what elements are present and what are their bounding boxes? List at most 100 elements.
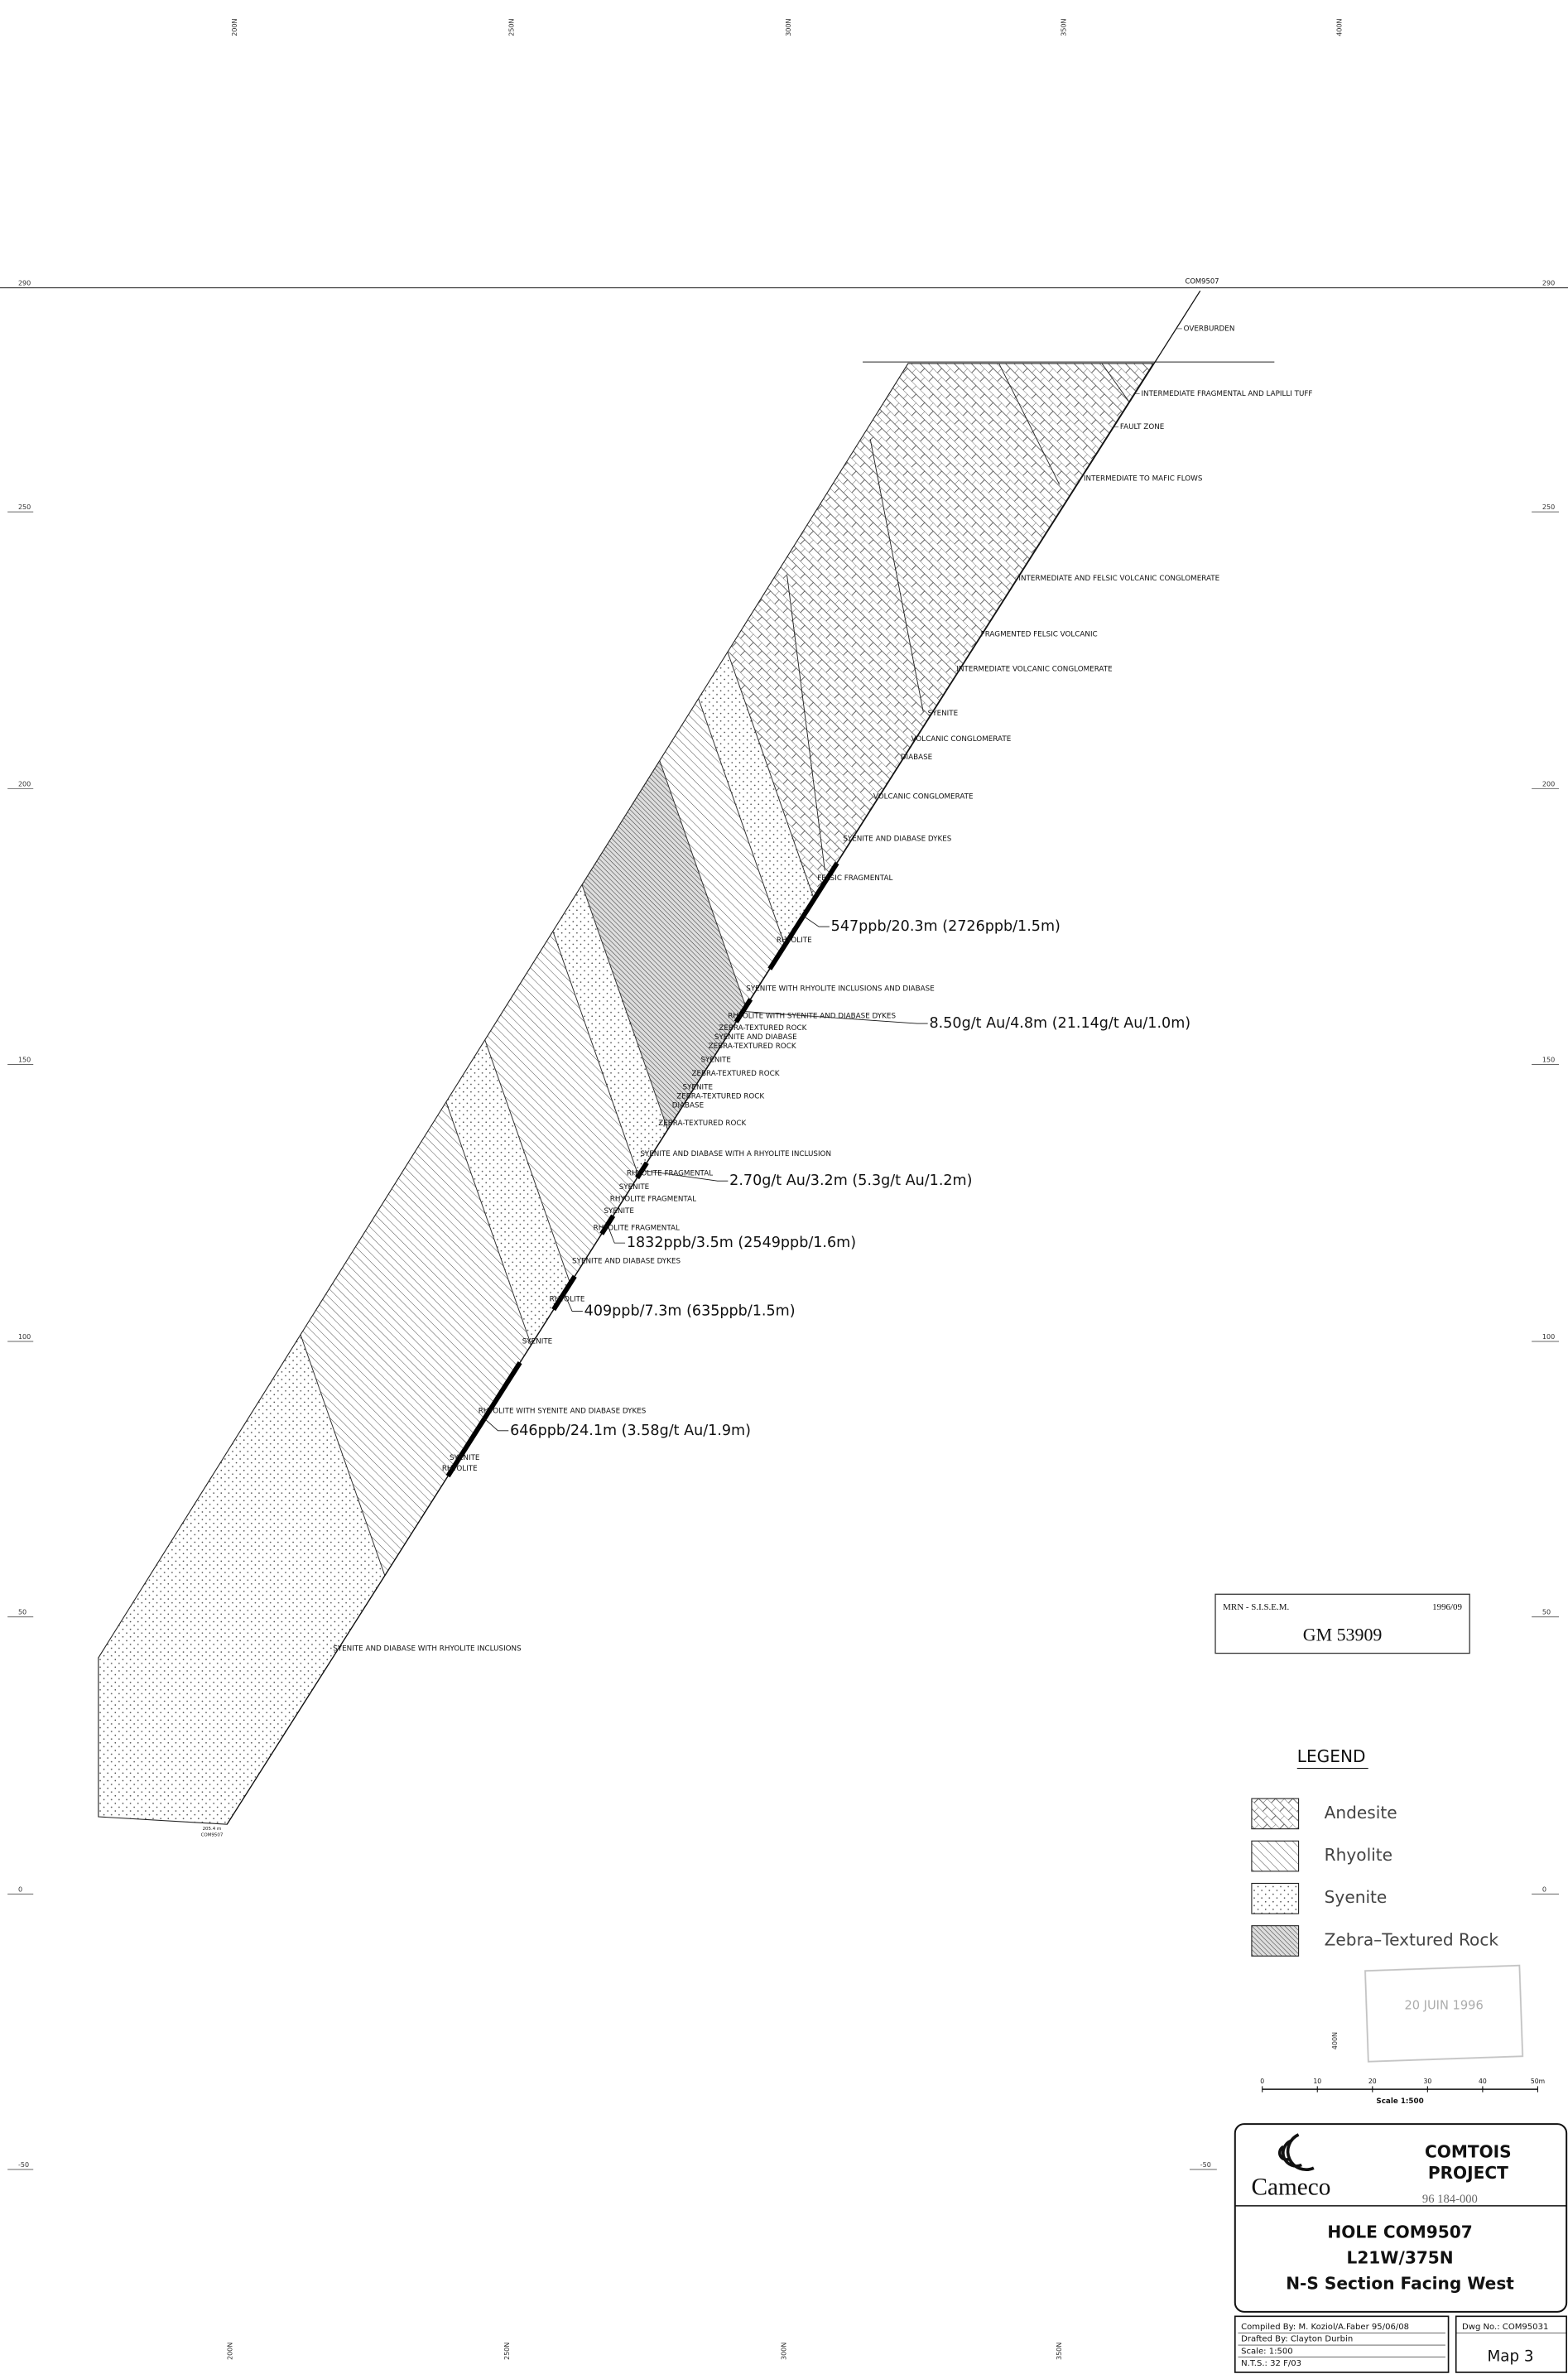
- elevation-label: 100: [18, 1333, 31, 1341]
- scale-tick-label: 40: [1479, 2078, 1487, 2085]
- labels: COM9507 OVERBURDEN INTERMEDIATE FRAGMENTAL…: [7, 18, 1560, 2360]
- received-box: [1364, 1964, 1524, 2063]
- received-date: 20 JUIN 1996: [1404, 1999, 1483, 2013]
- elevation-label: 200: [18, 781, 31, 788]
- northing-label: 250N: [503, 2343, 511, 2360]
- scale-tick-label: 20: [1368, 2078, 1377, 2085]
- lithology-label: ZEBRA-TEXTURED ROCK: [658, 1120, 746, 1128]
- legend-item: Andesite: [1325, 1803, 1397, 1823]
- map-number: Map 3: [1488, 2348, 1534, 2366]
- lithology-label: FAULT ZONE: [1120, 423, 1164, 431]
- title-block: Cameco COMTOIS PROJECT 96 184-000 HOLE C…: [1234, 2123, 1568, 2373]
- lithology-label: ZEBRA-TEXTURED ROCK: [719, 1024, 806, 1033]
- elevation-label: -50: [18, 2161, 29, 2169]
- end-of-hole: COM9507: [201, 1832, 224, 1837]
- drill-hole: [226, 290, 1201, 1825]
- legend-item: Zebra–Textured Rock: [1325, 1929, 1499, 1949]
- northing-label: 300N: [785, 18, 792, 36]
- northing-label: 250N: [507, 18, 515, 36]
- northing-label: 400N: [1335, 18, 1343, 36]
- scale-tick-label: 0: [1260, 2078, 1264, 2085]
- lithology-label: RHYOLITE WITH SYENITE AND DIABASE DYKES: [479, 1408, 647, 1416]
- elevation-label: 290: [18, 280, 31, 287]
- drafted-by: Drafted By: Clayton Durbin: [1241, 2335, 1353, 2344]
- leader: [642, 1169, 729, 1182]
- northing-label: 200N: [226, 2343, 233, 2360]
- lithology-label: SYENITE: [522, 1337, 553, 1346]
- leader: [564, 1293, 583, 1312]
- stamp-date: 1996/09: [1432, 1602, 1462, 1612]
- line-title: L21W/375N: [1347, 2247, 1454, 2267]
- lithology-label: ZEBRA-TEXTURED ROCK: [676, 1092, 764, 1100]
- scale-label: Scale 1:500: [1376, 2097, 1423, 2106]
- assay-interval: [635, 1161, 649, 1180]
- elevation-label: 50: [18, 1609, 26, 1616]
- legend-swatch: [1251, 1840, 1300, 1872]
- stamp-number: GM 53909: [1303, 1625, 1383, 1645]
- assay-label: 1832ppb/3.5m (2549ppb/1.6m): [627, 1235, 856, 1251]
- lithology-label: SYENITE: [928, 710, 959, 718]
- lithology-label: OVERBURDEN: [1184, 325, 1235, 333]
- received-stamp: 20 JUIN 1996: [1364, 1964, 1524, 2063]
- elevation-label: 250: [18, 503, 31, 511]
- lithology-label: INTERMEDIATE FRAGMENTAL AND LAPILLI TUFF: [1141, 390, 1312, 398]
- scale-tick-label: 50m: [1531, 2078, 1545, 2085]
- elevation-label: 100: [1542, 1333, 1555, 1341]
- lithology-label: SYENITE AND DIABASE DYKES: [572, 1258, 681, 1266]
- northing-label: 300N: [780, 2343, 787, 2360]
- end-of-hole: 205.4 m: [203, 1827, 222, 1832]
- assay-interval: [733, 998, 753, 1023]
- lithology-label: FELSIC FRAGMENTAL: [817, 874, 892, 883]
- lithology-label: RHYOLITE FRAGMENTAL: [627, 1170, 713, 1178]
- scale-note: Scale: 1:500: [1241, 2347, 1293, 2356]
- lithology-label: SYENITE: [450, 1454, 480, 1462]
- lithology-label: SYENITE AND DIABASE: [714, 1033, 797, 1042]
- nts: N.T.S.: 32 F/03: [1241, 2359, 1301, 2368]
- lithology-label: VOLCANIC CONGLOMERATE: [873, 792, 974, 801]
- elevation-label: 0: [1542, 1885, 1546, 1893]
- file-number: 96 184-000: [1422, 2193, 1478, 2206]
- lithology-label: DIABASE: [901, 754, 932, 762]
- legend-swatch: [1251, 1882, 1300, 1914]
- contact-line: [786, 575, 825, 871]
- scale-tick-label: 10: [1313, 2078, 1321, 2085]
- section-outline: [98, 363, 1155, 1825]
- scale-bar: Scale 1:500 0 10 20 30 40 50m: [1260, 2078, 1545, 2106]
- leader: [483, 1418, 509, 1432]
- assay-label: 2.70g/t Au/3.2m (5.3g/t Au/1.2m): [729, 1173, 972, 1189]
- assay-interval: [445, 1361, 522, 1478]
- lithology-label: INTERMEDIATE AND FELSIC VOLCANIC CONGLOM…: [1018, 575, 1219, 583]
- section-title: N-S Section Facing West: [1286, 2273, 1514, 2293]
- legend-swatch: [1251, 1925, 1300, 1957]
- credits-box: [1234, 2315, 1450, 2373]
- company-name: Cameco: [1252, 2174, 1331, 2200]
- legend: LEGEND Andesite Rhyolite Syenite Zebra–T…: [1251, 1746, 1499, 1957]
- legend-title: LEGEND: [1297, 1746, 1366, 1766]
- assay-label: 547ppb/20.3m (2726ppb/1.5m): [831, 918, 1061, 935]
- lithology-label: INTERMEDIATE VOLCANIC CONGLOMERATE: [956, 666, 1112, 674]
- lithology-label: SYENITE: [619, 1183, 650, 1192]
- elevation-label: -50: [1200, 2161, 1211, 2169]
- lithology-label: ZEBRA-TEXTURED ROCK: [709, 1043, 796, 1051]
- elevation-label: 250: [1542, 503, 1555, 511]
- drawing-number: Dwg No.: COM95031: [1462, 2323, 1548, 2332]
- elevation-label: 200: [1542, 781, 1555, 788]
- lithology-label: SYENITE AND DIABASE WITH A RHYOLITE INCL…: [640, 1150, 831, 1158]
- legend-item: Syenite: [1325, 1887, 1388, 1907]
- leader: [743, 1011, 928, 1024]
- northing-note: 400N: [1331, 2032, 1339, 2049]
- leader: [607, 1225, 626, 1244]
- lithology-label: DIABASE: [672, 1101, 704, 1110]
- elevation-label: 0: [18, 1885, 22, 1893]
- lithology-label: SYENITE AND DIABASE WITH RHYOLITE INCLUS…: [333, 1645, 522, 1654]
- rock-unit: [226, 363, 1121, 1825]
- lithology-label: RHYOLITE FRAGMENTAL: [594, 1224, 680, 1232]
- rock-unit: [98, 363, 682, 1825]
- assay-label: 646ppb/24.1m (3.58g/t Au/1.9m): [510, 1423, 751, 1439]
- project-name: PROJECT: [1428, 2163, 1508, 2183]
- lithology-label: SYENITE: [604, 1207, 634, 1216]
- elevation-label: 50: [1542, 1609, 1551, 1616]
- legend-item: Rhyolite: [1325, 1845, 1392, 1865]
